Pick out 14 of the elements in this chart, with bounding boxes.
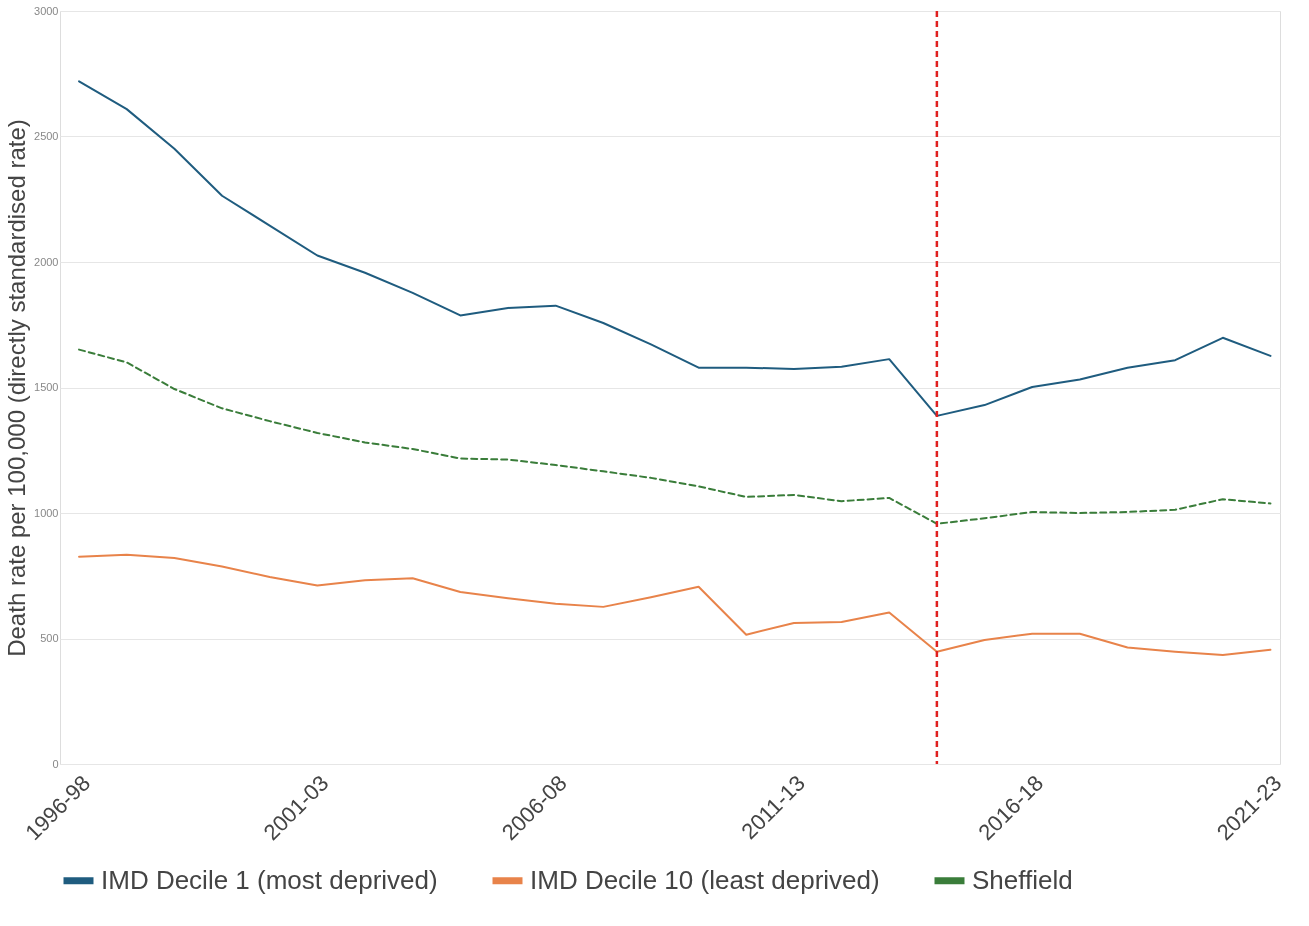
y-axis-title: Death rate per 100,000 (directly standardised rate) [3, 119, 31, 657]
legend-label: IMD Decile 1 (most deprived) [101, 864, 438, 895]
y-tick-label: 1000 [34, 506, 59, 519]
line-series [78, 553, 1272, 657]
legend-label: IMD Decile 10 (least deprived) [530, 864, 880, 895]
line-series [78, 80, 1272, 417]
legend-label: Sheffield [972, 864, 1073, 895]
y-tick-label: 1500 [34, 381, 59, 393]
line-series [78, 348, 1272, 525]
y-tick-label: 2500 [34, 130, 59, 142]
y-tick-label: 3000 [34, 4, 59, 17]
y-tick-label: 0 [52, 757, 59, 770]
y-tick-label: 500 [40, 632, 59, 644]
y-tick-label: 2000 [34, 255, 59, 268]
